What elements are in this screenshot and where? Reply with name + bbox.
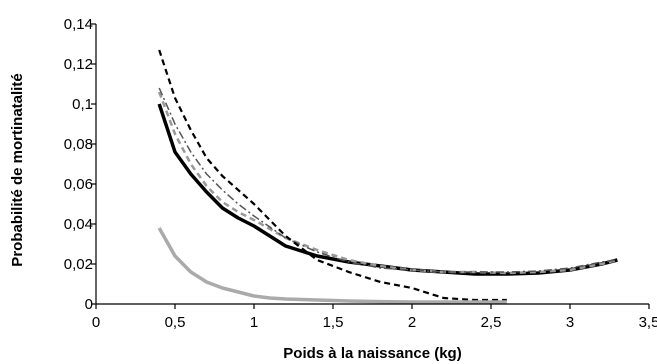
x-tick-label: 1 — [250, 314, 258, 331]
x-tick-label: 1,5 — [323, 314, 344, 331]
x-tick-label: 3 — [566, 314, 574, 331]
x-axis-title: Poids à la naissance (kg) — [283, 345, 461, 362]
series-line-4 — [158, 49, 507, 302]
y-axis-title: Probabilité de mortinatalité — [9, 73, 26, 266]
x-tick-label: 2,5 — [481, 314, 502, 331]
y-tick-label: 0,14 — [64, 16, 93, 33]
series-line-5 — [157, 227, 507, 304]
y-tick-label: 0,08 — [64, 136, 93, 153]
y-tick-label: 0,12 — [64, 56, 93, 73]
x-tick-label: 0 — [92, 314, 100, 331]
y-tick-label: 0,02 — [64, 256, 93, 273]
y-tick-label: 0,04 — [64, 216, 93, 233]
y-tick-label: 0,1 — [72, 96, 93, 113]
x-tick-label: 0,5 — [165, 314, 186, 331]
x-tick-label: 2 — [408, 314, 416, 331]
y-tick-label: 0 — [85, 296, 93, 313]
series-line-1 — [157, 103, 618, 276]
series-line-2 — [158, 91, 618, 275]
y-axis-ticks: 0 0,02 0,04 0,06 0,08 0,1 0,12 0,14 — [64, 16, 96, 313]
plot-area — [157, 49, 618, 304]
x-axis-ticks: 0 0,5 1 1,5 2 2,5 3 3,5 — [92, 304, 657, 331]
series-line-3 — [158, 87, 618, 273]
x-tick-label: 3,5 — [639, 314, 657, 331]
y-tick-label: 0,06 — [64, 176, 93, 193]
